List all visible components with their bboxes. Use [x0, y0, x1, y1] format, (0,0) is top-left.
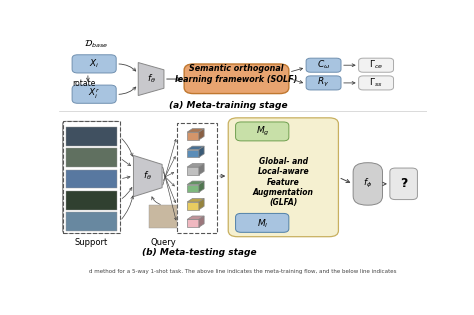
Polygon shape [199, 198, 204, 210]
FancyBboxPatch shape [359, 58, 393, 72]
FancyBboxPatch shape [236, 213, 289, 232]
FancyBboxPatch shape [66, 191, 117, 209]
Text: (b) Meta-testing stage: (b) Meta-testing stage [142, 248, 256, 257]
Text: $\Gamma_{ss}$: $\Gamma_{ss}$ [369, 77, 383, 89]
Text: $M_g$: $M_g$ [255, 125, 269, 138]
Polygon shape [187, 132, 199, 140]
Polygon shape [199, 146, 204, 158]
Polygon shape [199, 216, 204, 227]
FancyBboxPatch shape [66, 169, 117, 188]
Polygon shape [187, 150, 199, 158]
FancyBboxPatch shape [306, 58, 341, 72]
FancyBboxPatch shape [306, 76, 341, 90]
Polygon shape [187, 163, 204, 167]
FancyBboxPatch shape [66, 127, 117, 146]
Text: ?: ? [400, 177, 407, 190]
FancyBboxPatch shape [66, 148, 117, 167]
Text: Query: Query [150, 238, 176, 247]
Text: $\mathcal{D}_{base}$: $\mathcal{D}_{base}$ [84, 38, 108, 50]
Text: Support: Support [75, 238, 108, 247]
Text: $f_{\theta}$: $f_{\theta}$ [143, 170, 152, 182]
Text: Global- and
Local-aware
Feature
Augmentation
(GLFA): Global- and Local-aware Feature Augmenta… [253, 157, 314, 207]
FancyBboxPatch shape [66, 212, 117, 231]
Text: $R_{\gamma}$: $R_{\gamma}$ [317, 76, 329, 89]
FancyBboxPatch shape [177, 123, 217, 233]
FancyBboxPatch shape [63, 122, 120, 233]
FancyBboxPatch shape [63, 122, 120, 233]
FancyBboxPatch shape [228, 118, 338, 237]
Text: $C_{\omega}$: $C_{\omega}$ [317, 59, 330, 72]
Polygon shape [187, 146, 204, 150]
Text: $M_l$: $M_l$ [256, 217, 268, 230]
Text: $f_{\theta}$: $f_{\theta}$ [146, 73, 155, 85]
FancyBboxPatch shape [184, 64, 289, 94]
FancyBboxPatch shape [149, 205, 177, 228]
Polygon shape [138, 63, 164, 95]
Text: $X_i$: $X_i$ [89, 58, 99, 70]
Polygon shape [187, 129, 204, 132]
Polygon shape [187, 220, 199, 227]
Polygon shape [199, 129, 204, 140]
Polygon shape [187, 167, 199, 175]
FancyBboxPatch shape [72, 55, 116, 73]
Text: rotate: rotate [72, 79, 95, 88]
FancyBboxPatch shape [72, 85, 116, 103]
Text: d method for a 5-way 1-shot task. The above line indicates the meta-training flo: d method for a 5-way 1-shot task. The ab… [89, 269, 397, 274]
Polygon shape [199, 163, 204, 175]
FancyBboxPatch shape [390, 168, 418, 200]
FancyBboxPatch shape [353, 163, 383, 205]
Polygon shape [134, 155, 162, 197]
Text: $\Gamma_{ce}$: $\Gamma_{ce}$ [369, 59, 383, 72]
FancyBboxPatch shape [236, 122, 289, 141]
Text: $f_{\phi}$: $f_{\phi}$ [363, 177, 373, 191]
Polygon shape [187, 185, 199, 192]
Polygon shape [187, 216, 204, 220]
FancyBboxPatch shape [359, 76, 393, 90]
Text: (a) Meta-training stage: (a) Meta-training stage [169, 101, 288, 110]
Text: $X_i^r$: $X_i^r$ [88, 87, 100, 101]
Text: Semantic orthogonal
learning framework (SOLF): Semantic orthogonal learning framework (… [175, 65, 298, 84]
Polygon shape [187, 198, 204, 202]
Polygon shape [199, 181, 204, 192]
Polygon shape [187, 181, 204, 185]
Polygon shape [187, 202, 199, 210]
